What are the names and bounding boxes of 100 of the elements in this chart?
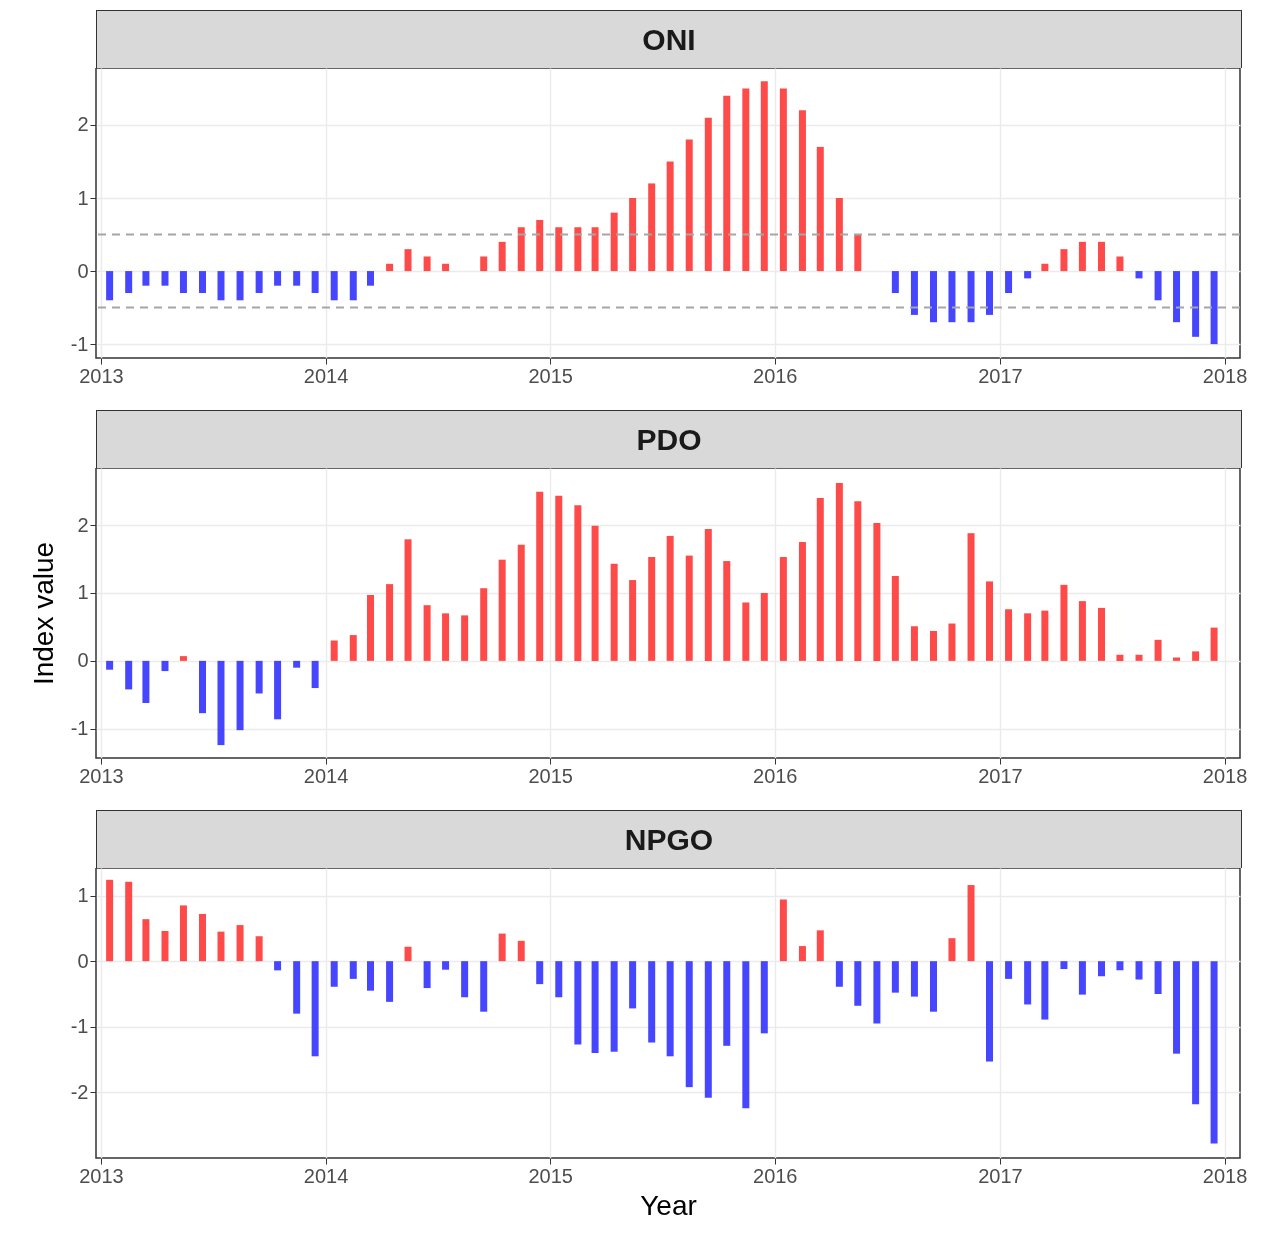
bar (816, 930, 824, 962)
bar (985, 961, 993, 1062)
bar (106, 271, 114, 301)
bar (236, 925, 244, 962)
bar (1192, 271, 1200, 337)
y-tick-label: -1 (70, 717, 89, 740)
bar (461, 615, 469, 661)
bar (1116, 961, 1124, 971)
bar (1173, 657, 1181, 661)
bar (1024, 613, 1032, 661)
y-tick-label: 0 (77, 949, 89, 972)
bar (480, 588, 488, 661)
bar (666, 961, 674, 1057)
bar (591, 961, 599, 1054)
bar (1192, 651, 1200, 661)
bar (1078, 961, 1086, 995)
bar (873, 961, 881, 1024)
bar (161, 271, 169, 286)
bar (1078, 601, 1086, 661)
bar (891, 271, 899, 293)
bar (125, 881, 133, 962)
bar (1154, 639, 1162, 661)
bar (816, 146, 824, 272)
x-tick-label: 2013 (79, 764, 124, 787)
x-tick-label: 2014 (303, 764, 349, 787)
bar (685, 139, 693, 272)
bar (274, 961, 282, 971)
x-tick-label: 2017 (978, 764, 1023, 787)
bar (349, 961, 357, 979)
bar (536, 491, 544, 661)
bar (910, 626, 918, 661)
bar (1116, 256, 1124, 272)
y-axis-title: Index value (27, 541, 59, 686)
bar (930, 961, 937, 1012)
bar (423, 256, 431, 272)
bar (555, 961, 563, 998)
bar (536, 961, 544, 985)
bar (1116, 654, 1124, 661)
bar (236, 271, 244, 301)
bar (125, 271, 133, 293)
bar (742, 602, 750, 661)
bar (1041, 961, 1049, 1020)
bar (330, 961, 338, 987)
bar (179, 656, 187, 661)
y-tick-label: 0 (77, 649, 89, 672)
bar (891, 961, 899, 993)
x-tick-label: 2016 (753, 1164, 798, 1187)
bar (854, 501, 862, 661)
x-tick-label: 2015 (528, 364, 573, 387)
bar (142, 660, 150, 703)
bar (873, 523, 881, 661)
bar (742, 88, 750, 272)
bar (930, 631, 937, 661)
bar (255, 660, 263, 694)
x-tick-label: 2013 (79, 364, 124, 387)
bar (480, 256, 488, 272)
x-tick-label: 2014 (303, 1164, 349, 1187)
bar (1210, 271, 1218, 345)
bar (666, 161, 674, 272)
bar (629, 961, 637, 1009)
bar (311, 271, 319, 293)
bar (536, 219, 544, 272)
bar (1097, 607, 1105, 661)
bar (367, 271, 374, 286)
y-tick-label: 1 (77, 186, 89, 209)
bar (517, 940, 525, 962)
bar (985, 271, 993, 315)
bar (161, 660, 169, 672)
bar (274, 660, 282, 720)
bar (798, 946, 806, 962)
bar (555, 227, 563, 272)
bar (255, 271, 263, 293)
bar (255, 936, 263, 962)
chart-title: ONI (96, 10, 1242, 68)
bar (1097, 241, 1105, 272)
bar (910, 271, 918, 315)
x-tick-label: 2016 (753, 364, 798, 387)
x-tick-label: 2014 (303, 364, 349, 387)
bar (798, 542, 806, 661)
y-tick-label: -1 (70, 1015, 89, 1038)
bar (666, 535, 674, 661)
bar (311, 660, 319, 689)
bar (854, 234, 862, 272)
y-tick-label: 2 (77, 513, 89, 536)
bar (704, 529, 712, 661)
bar (199, 660, 207, 714)
bar (330, 271, 338, 301)
bar (798, 110, 806, 272)
bar (742, 961, 750, 1109)
bar (161, 930, 169, 962)
bar (779, 88, 787, 272)
bar (685, 961, 693, 1088)
bar (517, 544, 525, 661)
bar (1041, 263, 1049, 272)
x-tick-label: 2017 (978, 364, 1023, 387)
y-tick-label: 1 (77, 884, 89, 907)
bar (1154, 961, 1162, 994)
bar (293, 660, 301, 668)
bar (386, 263, 394, 272)
bar (179, 905, 187, 962)
